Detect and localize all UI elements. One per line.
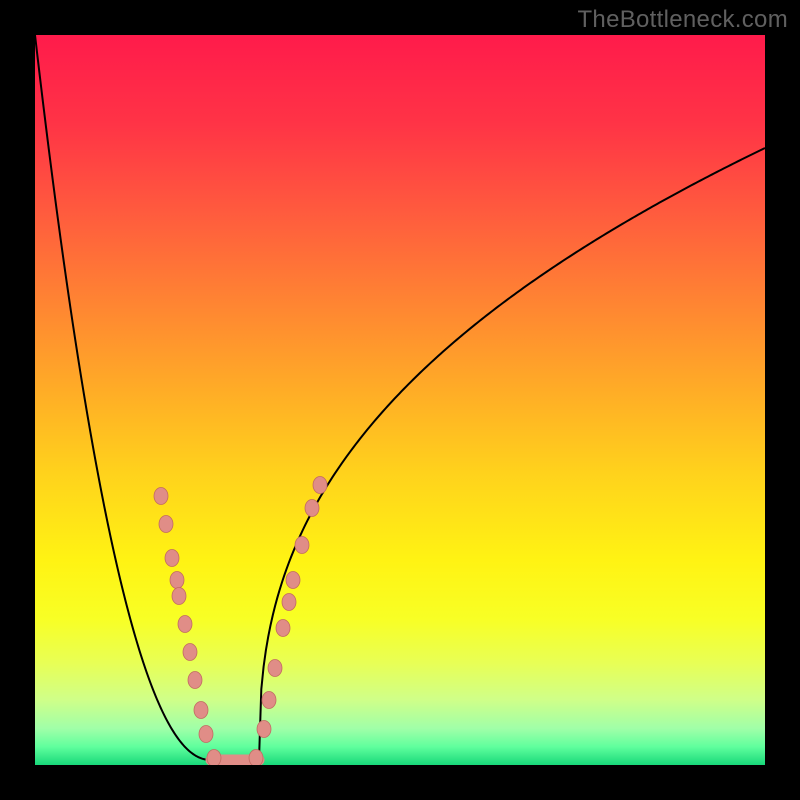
marker-left-6: [183, 644, 197, 661]
marker-left-7: [188, 672, 202, 689]
bottleneck-chart: [0, 0, 800, 800]
marker-left-1: [159, 516, 173, 533]
marker-right-3: [276, 620, 290, 637]
chart-container: TheBottleneck.com: [0, 0, 800, 800]
marker-right-2: [268, 660, 282, 677]
marker-right-0: [257, 721, 271, 738]
marker-right-8: [313, 477, 327, 494]
marker-right-1: [262, 692, 276, 709]
marker-right-4: [282, 594, 296, 611]
marker-left-2: [165, 550, 179, 567]
marker-trough-cap-1: [249, 750, 263, 767]
marker-left-5: [178, 616, 192, 633]
marker-right-5: [286, 572, 300, 589]
marker-left-9: [199, 726, 213, 743]
marker-left-8: [194, 702, 208, 719]
marker-left-0: [154, 488, 168, 505]
marker-right-6: [295, 537, 309, 554]
marker-left-3: [170, 572, 184, 589]
plot-background: [35, 35, 765, 765]
marker-trough-cap-0: [207, 750, 221, 767]
marker-left-4: [172, 588, 186, 605]
marker-right-7: [305, 500, 319, 517]
